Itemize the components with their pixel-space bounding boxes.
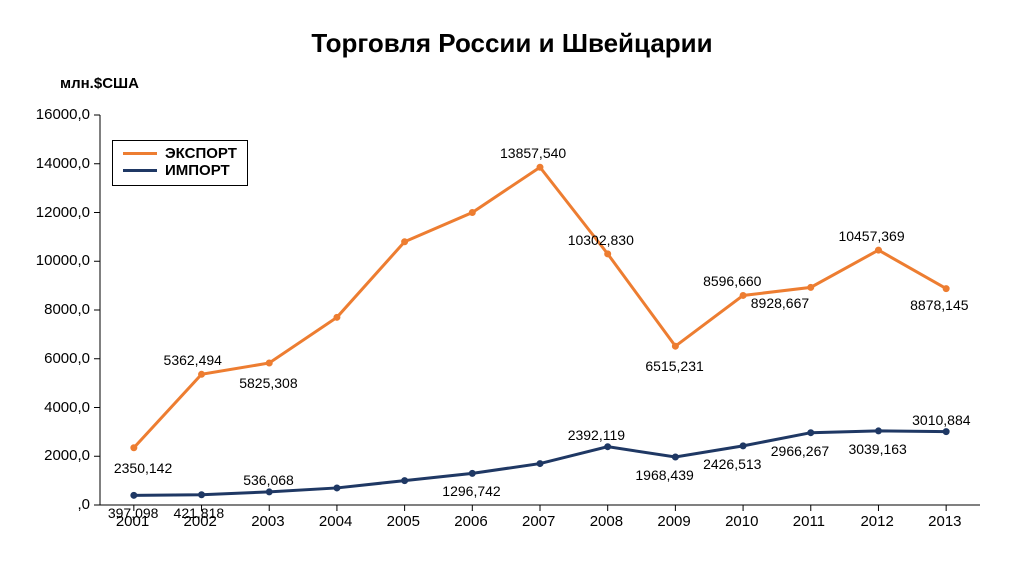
data-label: 8928,667	[751, 295, 809, 311]
x-tick-label: 2009	[657, 513, 690, 530]
x-tick-label: 2006	[454, 513, 487, 530]
legend-swatch	[123, 169, 157, 172]
data-label: 8596,660	[703, 273, 761, 289]
data-label: 2426,513	[703, 456, 761, 472]
data-label: 1296,742	[442, 483, 500, 499]
data-label: 8878,145	[910, 297, 968, 313]
x-tick-label: 2003	[251, 513, 284, 530]
data-label: 13857,540	[500, 145, 566, 161]
chart-title: Торговля России и Швейцарии	[0, 28, 1024, 59]
legend-swatch	[123, 152, 157, 155]
legend-item-export: ЭКСПОРТ	[123, 145, 237, 162]
data-label: 3010,884	[912, 412, 970, 428]
data-label: 421,818	[174, 505, 225, 521]
x-tick-label: 2005	[387, 513, 420, 530]
legend-label: ЭКСПОРТ	[165, 145, 237, 162]
y-axis-label: млн.$США	[60, 75, 139, 92]
y-tick-label: 6000,0	[44, 350, 90, 367]
x-tick-label: 2010	[725, 513, 758, 530]
x-tick-label: 2013	[928, 513, 961, 530]
x-tick-label: 2004	[319, 513, 352, 530]
x-tick-label: 2008	[590, 513, 623, 530]
x-tick-label: 2007	[522, 513, 555, 530]
y-tick-label: 8000,0	[44, 301, 90, 318]
data-label: 2392,119	[568, 427, 625, 443]
data-label: 5362,494	[164, 352, 222, 368]
data-label: 2350,142	[114, 460, 172, 476]
y-tick-label: 12000,0	[36, 204, 90, 221]
y-tick-label: 14000,0	[36, 155, 90, 172]
y-tick-label: ,0	[77, 496, 90, 513]
legend-label: ИМПОРТ	[165, 162, 230, 179]
data-label: 536,068	[243, 472, 294, 488]
y-tick-label: 4000,0	[44, 399, 90, 416]
data-label: 5825,308	[239, 375, 297, 391]
legend-item-import: ИМПОРТ	[123, 162, 237, 179]
x-tick-label: 2012	[860, 513, 893, 530]
data-label: 397,098	[108, 505, 159, 521]
legend: ЭКСПОРТИМПОРТ	[112, 140, 248, 186]
chart-container: Торговля России и Швейцарии млн.$США ЭКС…	[0, 0, 1024, 576]
y-tick-label: 2000,0	[44, 447, 90, 464]
data-label: 10457,369	[838, 228, 904, 244]
data-label: 3039,163	[848, 441, 906, 457]
data-label: 2966,267	[771, 443, 829, 459]
data-label: 1968,439	[635, 467, 693, 483]
data-label: 6515,231	[645, 358, 703, 374]
y-tick-label: 16000,0	[36, 106, 90, 123]
x-tick-label: 2011	[793, 513, 825, 530]
y-tick-label: 10000,0	[36, 252, 90, 269]
data-label: 10302,830	[568, 232, 634, 248]
